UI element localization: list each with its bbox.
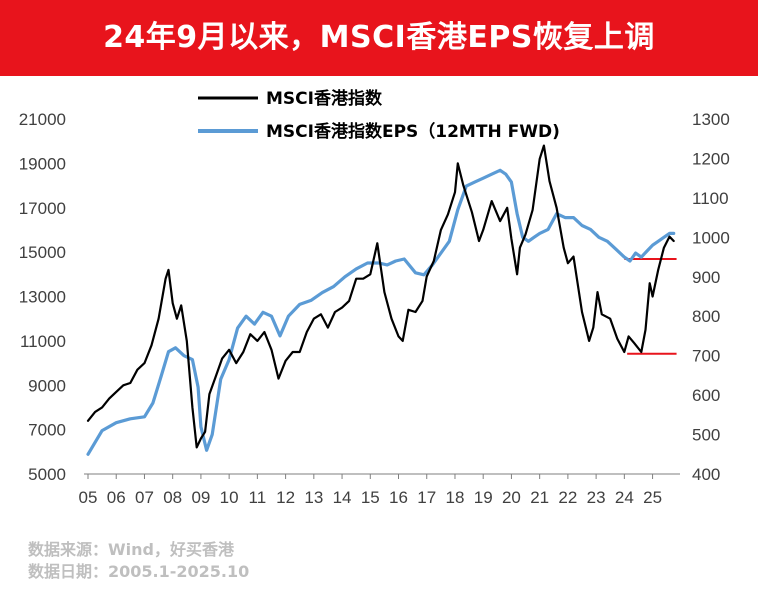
x-tick-label: 05 (79, 488, 98, 507)
x-tick-label: 07 (135, 488, 154, 507)
y-left-tick-label: 19000 (19, 154, 66, 173)
x-tick-label: 18 (446, 488, 465, 507)
y-right-tick-label: 400 (692, 465, 720, 484)
x-tick-label: 11 (249, 488, 267, 507)
x-tick-label: 19 (474, 488, 493, 507)
y-left-tick-label: 13000 (19, 288, 66, 307)
y-left-tick-label: 5000 (28, 465, 66, 484)
series-line-msci-index (86, 144, 675, 449)
x-tick-label: 21 (530, 488, 549, 507)
x-tick-label: 06 (107, 488, 126, 507)
y-right-tick-label: 500 (692, 426, 720, 445)
y-right-tick-label: 1100 (692, 189, 729, 208)
y-left-tick-label: 15000 (19, 243, 66, 262)
y-left-tick-label: 21000 (19, 110, 66, 129)
x-tick-label: 24 (615, 488, 634, 507)
y-left-tick-label: 9000 (28, 376, 66, 395)
y-right-tick-label: 1300 (692, 110, 730, 129)
x-tick-label: 10 (220, 488, 239, 507)
chart-title: 24年9月以来，MSCI香港EPS恢复上调 (103, 20, 655, 55)
y-left-tick-label: 11000 (20, 332, 66, 351)
x-tick-label: 13 (304, 488, 323, 507)
x-tick-label: 23 (587, 488, 606, 507)
y-right-tick-label: 800 (692, 307, 720, 326)
y-left-tick-label: 7000 (28, 421, 66, 440)
y-right-tick-label: 600 (692, 386, 720, 405)
date-range-note: 数据日期：2005.1-2025.10 (28, 562, 250, 581)
y-left-tick-label: 17000 (19, 199, 66, 218)
legend-label-index: MSCI香港指数 (266, 88, 383, 109)
x-tick-label: 17 (417, 488, 436, 507)
title-banner (0, 0, 758, 76)
x-tick-label: 08 (163, 488, 182, 507)
y-right-tick-label: 1000 (692, 228, 730, 247)
source-note: 数据来源：Wind，好买香港 (28, 540, 234, 559)
y-right-tick-label: 700 (692, 347, 720, 366)
x-tick-label: 20 (502, 488, 521, 507)
y-right-tick-label: 900 (692, 268, 720, 287)
x-tick-label: 16 (389, 488, 408, 507)
x-tick-label: 14 (333, 488, 352, 507)
x-tick-label: 22 (558, 488, 577, 507)
x-tick-label: 25 (643, 488, 662, 507)
x-tick-label: 12 (276, 488, 295, 507)
x-tick-label: 15 (361, 488, 380, 507)
series-line-msci-eps (86, 168, 676, 456)
legend-label-eps: MSCI香港指数EPS（12MTH FWD) (266, 121, 560, 142)
y-right-tick-label: 1200 (692, 149, 730, 168)
x-tick-label: 09 (191, 488, 210, 507)
